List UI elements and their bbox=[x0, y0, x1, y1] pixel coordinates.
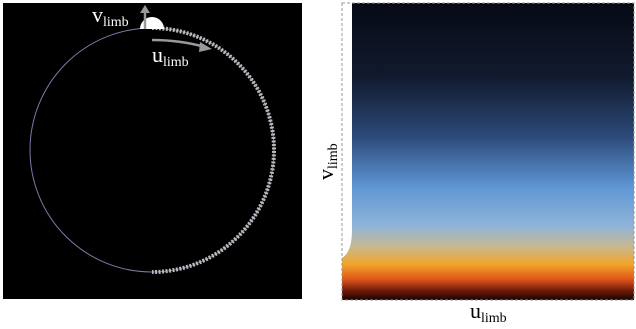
label-part: v bbox=[92, 2, 103, 27]
label-part: limb bbox=[163, 55, 189, 70]
y-axis-label: vlimb bbox=[313, 143, 341, 180]
label-part: limb bbox=[481, 311, 507, 326]
masked-edge bbox=[342, 3, 352, 258]
figure: vlimb ulimb vlimb ulimb bbox=[0, 0, 636, 329]
label-part: limb bbox=[103, 15, 129, 30]
x-axis-label: ulimb bbox=[470, 298, 507, 326]
label-part: limb bbox=[326, 143, 341, 169]
sky-image bbox=[342, 3, 634, 300]
page: vlimb ulimb vlimb ulimb (() => { const d… bbox=[0, 0, 636, 329]
label-part: v bbox=[313, 169, 338, 180]
label-part: u bbox=[470, 298, 481, 323]
label-part: u bbox=[152, 42, 163, 67]
